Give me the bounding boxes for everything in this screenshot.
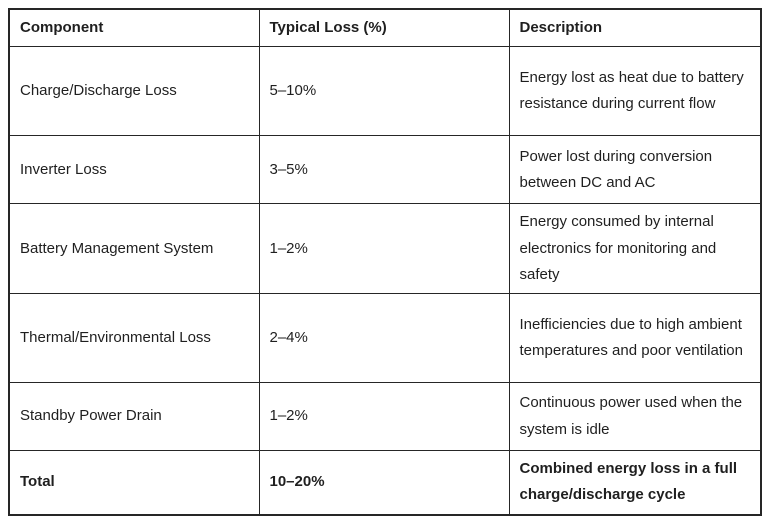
cell-loss: 5–10%	[258, 46, 510, 137]
table-row: Thermal/Environmental Loss 2–4% Ineffici…	[8, 293, 762, 383]
cell-loss: 3–5%	[258, 135, 510, 205]
cell-component: Inverter Loss	[8, 135, 260, 205]
energy-loss-table: Component Typical Loss (%) Description C…	[8, 8, 762, 516]
cell-component-total: Total	[8, 450, 260, 515]
cell-component: Thermal/Environmental Loss	[8, 293, 260, 383]
header-description: Description	[508, 8, 762, 48]
table-row: Standby Power Drain 1–2% Continuous powe…	[8, 382, 762, 451]
header-component: Component	[8, 8, 260, 48]
cell-loss-total: 10–20%	[258, 450, 510, 515]
cell-loss: 2–4%	[258, 293, 510, 383]
cell-description: Inefficiencies due to high ambient tempe…	[508, 293, 762, 383]
table-row-total: Total 10–20% Combined energy loss in a f…	[8, 450, 762, 515]
cell-component: Standby Power Drain	[8, 382, 260, 451]
cell-description: Energy lost as heat due to battery resis…	[508, 46, 762, 137]
cell-component: Charge/Discharge Loss	[8, 46, 260, 137]
cell-description: Continuous power used when the system is…	[508, 382, 762, 451]
table-header-row: Component Typical Loss (%) Description	[8, 8, 762, 48]
table-row: Inverter Loss 3–5% Power lost during con…	[8, 135, 762, 205]
cell-description-total: Combined energy loss in a full charge/di…	[508, 450, 762, 515]
table-row: Battery Management System 1–2% Energy co…	[8, 203, 762, 294]
table-row: Charge/Discharge Loss 5–10% Energy lost …	[8, 46, 762, 137]
cell-loss: 1–2%	[258, 382, 510, 451]
cell-loss: 1–2%	[258, 203, 510, 294]
cell-description: Energy consumed by internal electronics …	[508, 203, 762, 294]
cell-description: Power lost during conversion between DC …	[508, 135, 762, 205]
header-typical-loss: Typical Loss (%)	[258, 8, 510, 48]
cell-component: Battery Management System	[8, 203, 260, 294]
